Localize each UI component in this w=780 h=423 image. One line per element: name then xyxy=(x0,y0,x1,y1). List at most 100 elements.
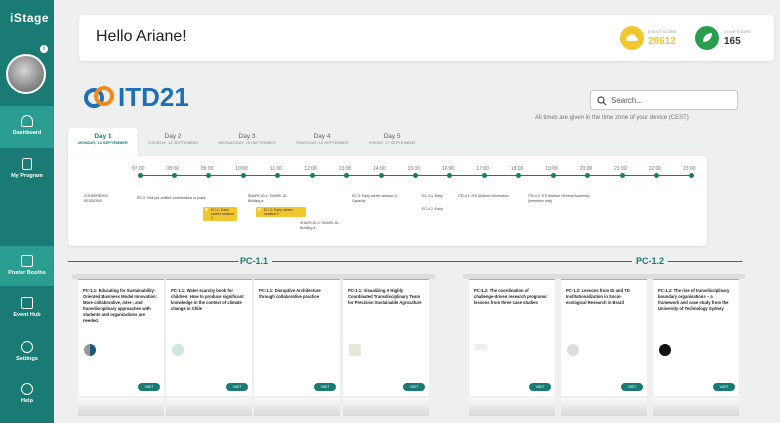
info-icon[interactable]: i xyxy=(40,45,48,53)
sidebar-item-label: Settings xyxy=(16,356,38,362)
session-shape-id-1[interactable]: SHAPE-ID-1: SHAPE-ID - Building a xyxy=(248,194,289,203)
booth-icon xyxy=(21,255,33,267)
timeline-hour-dot[interactable] xyxy=(378,173,384,178)
timeline-hour-dot[interactable] xyxy=(240,173,246,178)
tab-day-2[interactable]: Day 2 TUESDAY, 14 SEPTEMBER xyxy=(143,133,203,145)
timeline-hour-dot[interactable] xyxy=(654,173,660,178)
tab-day-5[interactable]: Day 5 FRIDAY, 17 SEPTEMBER xyxy=(362,133,422,145)
star-icon: ★ xyxy=(257,207,262,213)
booth-title: PC-1.1: Educating for Sustainability-Ori… xyxy=(83,288,157,323)
visit-button[interactable]: VISIT xyxy=(713,383,735,391)
event-score-value: 28612 xyxy=(648,36,676,47)
booth-card[interactable]: PC-1.2: Lessons from ID and TD Instituti… xyxy=(555,274,653,396)
sidebar-item-dashboard[interactable]: Dashboard xyxy=(0,106,54,148)
program-icon xyxy=(22,158,32,170)
tab-day-date: MONDAY, 13 SEPTEMBER xyxy=(78,140,128,145)
sidebar-item-label: Help xyxy=(21,398,33,404)
booth-base xyxy=(343,398,429,416)
session-ec-4-1[interactable]: EC-4.1: Early xyxy=(422,194,443,198)
timeline-hour-label: 15:00 xyxy=(407,166,421,172)
timeline-hour-label: 22:00 xyxy=(648,166,662,172)
session-ec-4-2[interactable]: EC-4.2: Early xyxy=(422,207,443,211)
tab-day-1[interactable]: Day 1 MONDAY, 13 SEPTEMBER xyxy=(73,133,133,145)
booth-roof xyxy=(248,274,346,279)
session-shape-id-2[interactable]: SHAPE-ID-2: SHAPE-ID - Building a xyxy=(300,221,341,230)
timeline-hour-label: 18:00 xyxy=(510,166,524,172)
session-itd-4-1[interactable]: ITD-4.1: ITD Alliance Information xyxy=(458,194,509,198)
booth-base xyxy=(469,398,555,416)
visit-button[interactable]: VISIT xyxy=(314,383,336,391)
session-pc-0[interactable]: PC-0: Visit pre-crafted contributions in… xyxy=(137,196,206,200)
visit-button[interactable]: VISIT xyxy=(529,383,551,391)
your-score-label: YOUR SCORE xyxy=(724,29,751,34)
session-itd-4-2[interactable]: ITD-4.2: ITD Alliance General Assembly (… xyxy=(528,194,590,203)
tab-day-4[interactable]: Day 4 THURSDAY, 16 SEPTEMBER xyxy=(292,133,352,145)
timeline-hour-dot[interactable] xyxy=(516,173,522,178)
timeline-hour-dot[interactable] xyxy=(137,173,143,178)
timeline-hour-dot[interactable] xyxy=(619,173,625,178)
header-card xyxy=(79,15,774,61)
booth-roof xyxy=(160,274,258,279)
help-icon xyxy=(21,383,33,395)
timeline-hour-dot[interactable] xyxy=(206,173,212,178)
tab-day-label: Day 5 xyxy=(383,133,401,140)
timeline-hour-dot[interactable] xyxy=(413,173,418,178)
booth-roof xyxy=(337,274,435,279)
booth-card[interactable]: PC-1.1: Disruptive Architecture through … xyxy=(248,274,346,396)
itd-logo-mark xyxy=(84,86,114,108)
timeline-hour-label: 10:00 xyxy=(235,166,248,172)
timeline-hour-label: 17:00 xyxy=(476,166,489,172)
booth-card[interactable]: PC-1.1: Visualizing A Highly Coordinated… xyxy=(337,274,435,396)
visit-button[interactable]: VISIT xyxy=(621,383,643,391)
timeline-hour-dot[interactable] xyxy=(275,173,281,178)
sidebar-item-help[interactable]: Help xyxy=(0,380,54,410)
search-icon xyxy=(597,96,607,106)
timeline-hour-label: 07:00 xyxy=(132,166,145,172)
visit-button[interactable]: VISIT xyxy=(138,383,160,391)
timeline-hour-dot[interactable] xyxy=(550,173,556,178)
timeline-hour-label: 23:00 xyxy=(683,166,696,172)
session-ec-1[interactable]: ★ EC-1: Early career session 1 xyxy=(203,207,237,221)
hub-icon xyxy=(21,297,33,309)
your-score-icon xyxy=(695,26,719,50)
sidebar-item-poster-booths[interactable]: Poster Booths xyxy=(0,246,54,286)
booth-card[interactable]: PC-1.1: Educating for Sustainability-Ori… xyxy=(72,274,170,396)
timeline-hour-label: 11:00 xyxy=(269,166,282,172)
timeline-hour-label: 14:00 xyxy=(373,166,386,172)
track-divider xyxy=(68,261,238,262)
booth-card[interactable]: PC-1.2: The coordination of challenge-dr… xyxy=(463,274,561,396)
track-label: PC-1.2 xyxy=(636,256,665,266)
session-ec-3[interactable]: EC-3: Early career session 3 - Capacity xyxy=(352,194,399,203)
tab-day-label: Day 2 xyxy=(164,133,182,140)
session-label: EC-1: Early career session 1 xyxy=(211,208,234,220)
search-input[interactable]: Search... xyxy=(590,90,738,110)
event-score-icon xyxy=(620,26,644,50)
timeline-hour-dot[interactable] xyxy=(447,173,453,178)
timeline-hour-dot[interactable] xyxy=(344,173,350,178)
event-score-label: EVENT SCORE xyxy=(648,29,677,34)
visit-button[interactable]: VISIT xyxy=(226,383,248,391)
timeline-hour-dot[interactable] xyxy=(481,173,487,178)
booth-logo-icon xyxy=(475,344,487,350)
booth-card[interactable]: PC-1.2: The rise of transdisciplinary bo… xyxy=(647,274,745,396)
timeline-hour-dot[interactable] xyxy=(585,173,591,178)
timeline-hour-label: 13:00 xyxy=(338,166,352,172)
booth-logo-icon xyxy=(349,344,361,356)
avatar[interactable] xyxy=(6,54,46,94)
booth-card[interactable]: PC-1.1: Water scarcity book for children… xyxy=(160,274,258,396)
sidebar-item-my-program[interactable]: My Program xyxy=(0,153,54,191)
sidebar-item-event-hub[interactable]: Event Hub xyxy=(0,294,54,324)
tab-day-date: THURSDAY, 16 SEPTEMBER xyxy=(295,140,349,145)
timeline-hour-dot[interactable] xyxy=(309,173,315,178)
session-ec-2[interactable]: ★ EC-2: Early career session 2 xyxy=(256,207,306,217)
booth-roof xyxy=(647,274,745,279)
tab-day-3[interactable]: Day 3 WEDNESDAY, 15 SEPTEMBER xyxy=(217,133,277,145)
brand-name: ITD21 xyxy=(118,82,189,112)
sidebar-item-settings[interactable]: Settings xyxy=(0,338,54,368)
timeline-hour-dot[interactable] xyxy=(171,173,177,178)
timeline-hour-dot[interactable] xyxy=(688,173,694,178)
timeline-hour-label: 21:00 xyxy=(614,166,627,172)
sidebar-item-label: Dashboard xyxy=(12,130,42,136)
visit-button[interactable]: VISIT xyxy=(403,383,425,391)
booth-logo-icon xyxy=(84,344,96,356)
